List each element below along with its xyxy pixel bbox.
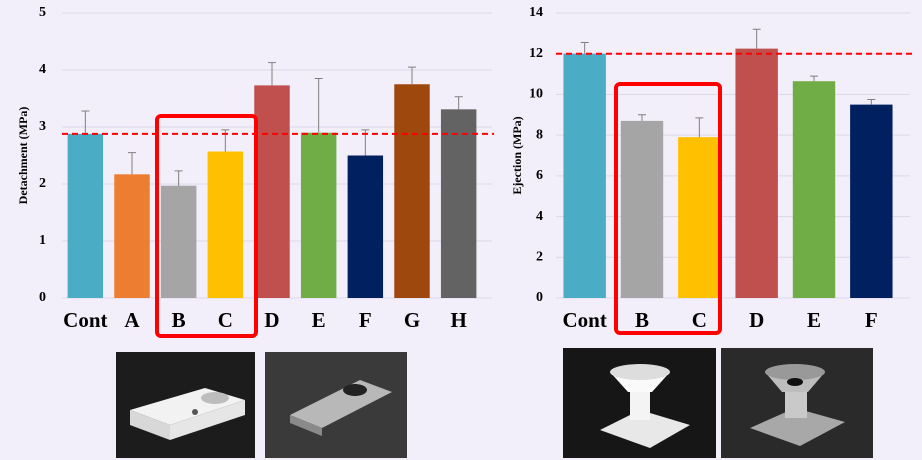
error-bar xyxy=(810,76,818,81)
x-tick-label: B xyxy=(635,308,649,332)
x-tick-label: B xyxy=(172,308,186,332)
bar xyxy=(678,137,720,298)
error-bar xyxy=(81,111,89,134)
y-tick-label: 2 xyxy=(39,176,46,191)
y-axis-label: Ejection (MPa) xyxy=(510,116,524,194)
photo xyxy=(563,348,716,458)
y-tick-label: 0 xyxy=(39,290,46,305)
bar xyxy=(441,109,476,298)
y-tick-label: 2 xyxy=(536,250,543,265)
y-tick-label: 8 xyxy=(536,127,543,142)
y-tick-label: 4 xyxy=(39,62,46,77)
x-tick-label: D xyxy=(749,308,764,332)
error-bar xyxy=(695,118,703,137)
error-bar xyxy=(128,153,136,175)
bar xyxy=(735,49,777,298)
error-bar xyxy=(268,63,276,86)
x-tick-label: A xyxy=(124,308,140,332)
error-bar xyxy=(455,97,463,110)
bar xyxy=(208,152,243,298)
y-tick-label: 5 xyxy=(39,5,46,20)
bar xyxy=(68,134,103,298)
bar xyxy=(394,84,429,298)
x-tick-label: Cont xyxy=(562,308,606,332)
error-bar xyxy=(753,29,761,48)
error-bar xyxy=(867,100,875,105)
y-tick-label: 12 xyxy=(529,46,543,61)
bar xyxy=(563,54,605,298)
y-tick-label: 14 xyxy=(529,5,543,20)
bar xyxy=(161,186,196,298)
bar xyxy=(793,81,835,298)
x-tick-label: H xyxy=(450,308,466,332)
bar xyxy=(621,121,663,298)
bar xyxy=(348,156,383,299)
bar xyxy=(114,174,149,298)
x-tick-label: D xyxy=(264,308,279,332)
x-tick-label: F xyxy=(865,308,878,332)
y-tick-label: 4 xyxy=(536,209,543,224)
bar xyxy=(301,133,336,298)
x-tick-label: E xyxy=(312,308,326,332)
x-tick-label: Cont xyxy=(63,308,107,332)
slide: 012345Detachment (MPa)ContABCDEFGH024681… xyxy=(0,0,922,460)
x-tick-label: C xyxy=(692,308,707,332)
error-bar xyxy=(175,171,183,186)
y-tick-label: 3 xyxy=(39,119,46,134)
y-tick-label: 10 xyxy=(529,87,543,102)
y-tick-label: 1 xyxy=(39,233,46,248)
error-bar xyxy=(638,115,646,121)
y-axis-label: Detachment (MPa) xyxy=(16,107,30,205)
x-tick-label: F xyxy=(359,308,372,332)
bar xyxy=(850,105,892,298)
photo xyxy=(721,348,873,458)
error-bar xyxy=(581,43,589,54)
x-tick-label: C xyxy=(218,308,233,332)
error-bar xyxy=(315,79,323,133)
y-tick-label: 6 xyxy=(536,168,543,183)
x-tick-label: G xyxy=(404,308,420,332)
bar xyxy=(254,85,289,298)
photo xyxy=(116,352,255,458)
photo xyxy=(265,352,407,458)
y-tick-label: 0 xyxy=(536,290,543,305)
x-tick-label: E xyxy=(807,308,821,332)
